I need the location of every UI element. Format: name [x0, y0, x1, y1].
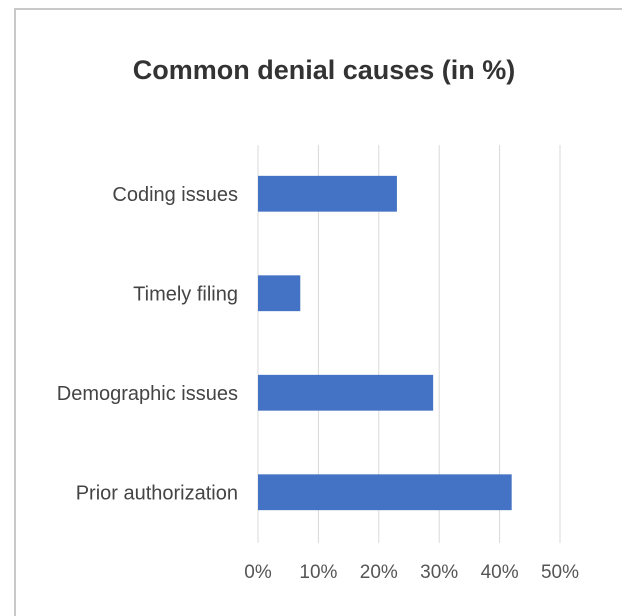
bar [258, 474, 512, 511]
category-label: Coding issues [112, 184, 238, 206]
category-label: Timely filing [133, 283, 238, 305]
category-label: Prior authorization [76, 482, 238, 504]
x-tick-label: 50% [541, 562, 579, 583]
x-tick-label: 0% [244, 562, 272, 583]
x-tick-label: 10% [299, 562, 337, 583]
bar [258, 374, 434, 411]
bar [258, 275, 301, 312]
bar [258, 175, 397, 212]
x-tick-label: 20% [360, 562, 398, 583]
x-tick-label: 40% [481, 562, 519, 583]
x-tick-label: 30% [420, 562, 458, 583]
category-label: Demographic issues [57, 383, 238, 405]
category-labels: Coding issues Timely filing Demographic is… [57, 184, 238, 505]
chart-title: Common denial causes (in %) [132, 55, 516, 85]
tick-labels: 0% 10% 20% 30% 40% 50% [244, 562, 579, 583]
bars [258, 175, 512, 511]
